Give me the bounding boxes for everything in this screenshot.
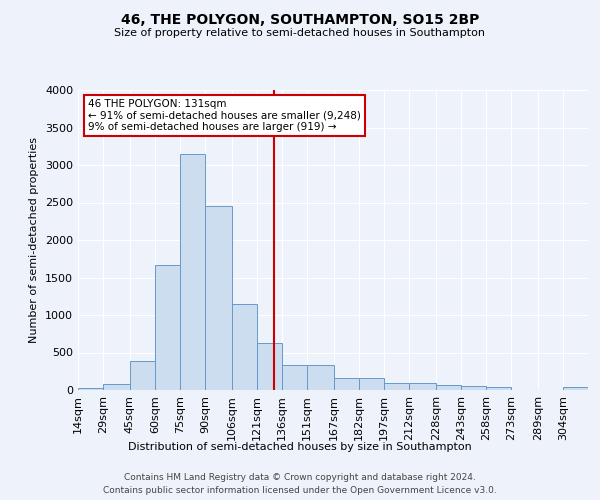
Text: Distribution of semi-detached houses by size in Southampton: Distribution of semi-detached houses by … — [128, 442, 472, 452]
Bar — [130, 361, 155, 390]
Bar — [232, 304, 257, 390]
Bar — [486, 388, 511, 390]
Text: 46 THE POLYGON: 131sqm
← 91% of semi-detached houses are smaller (9,248)
9% of s: 46 THE POLYGON: 131sqm ← 91% of semi-det… — [88, 99, 361, 132]
Text: Contains public sector information licensed under the Open Government Licence v3: Contains public sector information licen… — [103, 486, 497, 495]
Text: Size of property relative to semi-detached houses in Southampton: Size of property relative to semi-detach… — [115, 28, 485, 38]
Bar — [563, 388, 588, 390]
Bar — [155, 265, 180, 390]
Text: 46, THE POLYGON, SOUTHAMPTON, SO15 2BP: 46, THE POLYGON, SOUTHAMPTON, SO15 2BP — [121, 12, 479, 26]
Bar — [180, 154, 205, 390]
Bar — [282, 364, 307, 390]
Bar — [384, 382, 409, 390]
Y-axis label: Number of semi-detached properties: Number of semi-detached properties — [29, 137, 40, 343]
Bar — [78, 388, 103, 390]
Bar — [436, 385, 461, 390]
Bar — [103, 384, 130, 390]
Bar — [409, 383, 436, 390]
Bar — [359, 378, 384, 390]
Bar — [205, 206, 232, 390]
Text: Contains HM Land Registry data © Crown copyright and database right 2024.: Contains HM Land Registry data © Crown c… — [124, 472, 476, 482]
Bar — [257, 343, 282, 390]
Bar — [461, 386, 486, 390]
Bar — [307, 364, 334, 390]
Bar — [334, 378, 359, 390]
